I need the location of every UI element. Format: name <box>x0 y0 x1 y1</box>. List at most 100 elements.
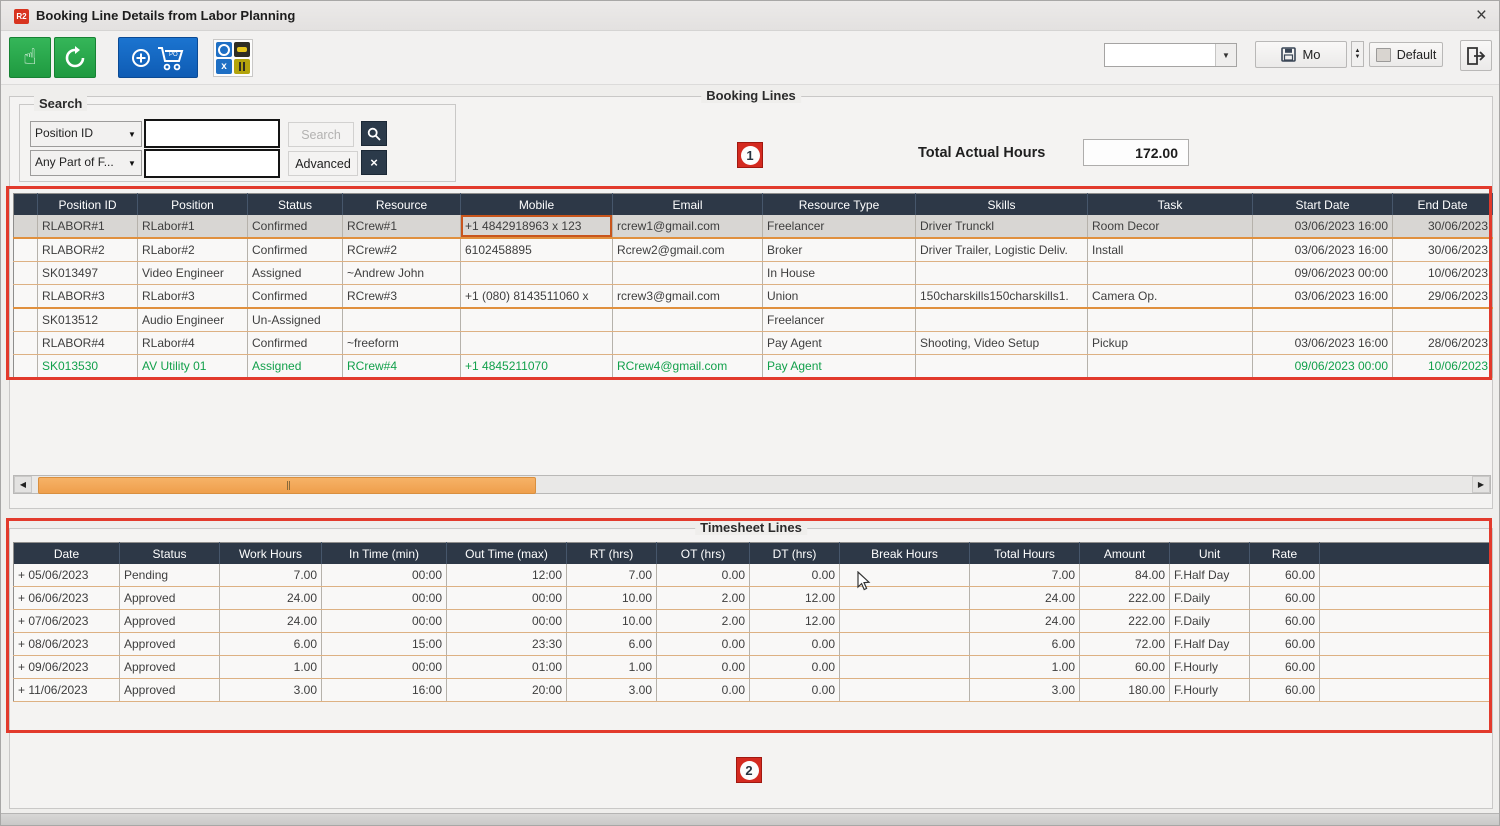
column-header[interactable]: Mobile <box>460 193 613 215</box>
cell[interactable]: 1.00 <box>969 655 1080 679</box>
cell[interactable] <box>839 655 970 679</box>
cell[interactable]: 60.00 <box>1249 586 1320 610</box>
cell[interactable]: 7.00 <box>219 564 322 587</box>
column-header[interactable]: Position <box>137 193 248 215</box>
cell[interactable]: 20:00 <box>446 678 567 702</box>
cell[interactable]: rcrew3@gmail.com <box>612 284 763 309</box>
column-header[interactable] <box>13 193 38 215</box>
column-header[interactable]: Task <box>1087 193 1253 215</box>
column-header[interactable]: Skills <box>915 193 1088 215</box>
cell[interactable]: Shooting, Video Setup <box>915 331 1088 355</box>
column-header[interactable]: Rate <box>1249 542 1320 564</box>
cell[interactable]: 10/06/2023 <box>1392 261 1493 285</box>
cell[interactable]: 10.00 <box>566 609 657 633</box>
column-header[interactable]: Total Hours <box>969 542 1080 564</box>
cell[interactable]: RCrew#1 <box>342 215 461 239</box>
cell[interactable]: 0.00 <box>749 564 840 587</box>
cell[interactable]: 6.00 <box>566 632 657 656</box>
cell[interactable]: 24.00 <box>969 609 1080 633</box>
cell[interactable]: F.Hourly <box>1169 678 1250 702</box>
cell[interactable]: 0.00 <box>656 632 750 656</box>
cell[interactable]: F.Half Day <box>1169 632 1250 656</box>
table-row[interactable]: + 07/06/2023 Approved 24.00 00:00 00:00 10.00… <box>13 609 1492 633</box>
cell[interactable]: 60.00 <box>1249 632 1320 656</box>
view-select[interactable]: ▼ <box>1104 43 1237 67</box>
cell[interactable]: 6.00 <box>969 632 1080 656</box>
cell[interactable] <box>13 284 38 309</box>
cell[interactable] <box>839 609 970 633</box>
cell[interactable]: Driver Trunckl <box>915 215 1088 239</box>
cell[interactable]: Video Engineer <box>137 261 248 285</box>
column-header[interactable]: Status <box>119 542 220 564</box>
cell[interactable]: +1 4845211070 <box>460 354 613 378</box>
cell[interactable]: RCrew#2 <box>342 238 461 262</box>
cell[interactable]: 16:00 <box>321 678 447 702</box>
cell[interactable]: Audio Engineer <box>137 308 248 332</box>
cell[interactable] <box>1319 609 1492 633</box>
cell[interactable]: 00:00 <box>321 655 447 679</box>
cell[interactable]: 3.00 <box>566 678 657 702</box>
booking-lines-table[interactable]: Position ID Position Status Resource Mobile E… <box>13 193 1493 378</box>
cell[interactable] <box>13 215 38 239</box>
cell[interactable]: 72.00 <box>1079 632 1170 656</box>
cell[interactable] <box>612 261 763 285</box>
cell[interactable]: + 09/06/2023 <box>13 655 120 679</box>
table-row[interactable]: SK013497 Video Engineer Assigned ~Andrew Jo… <box>13 261 1493 285</box>
cell[interactable]: 00:00 <box>321 586 447 610</box>
cell[interactable]: 09/06/2023 00:00 <box>1252 354 1393 378</box>
cell[interactable]: RLabor#2 <box>137 238 248 262</box>
cell[interactable]: RLABOR#4 <box>37 331 138 355</box>
cell[interactable] <box>1319 564 1492 587</box>
search-field1-select[interactable]: Position ID ▼ <box>30 121 142 147</box>
cell[interactable]: RCrew4@gmail.com <box>612 354 763 378</box>
cell[interactable] <box>1087 261 1253 285</box>
cell[interactable]: 23:30 <box>446 632 567 656</box>
add-to-po-cart-button[interactable]: PO <box>118 37 198 78</box>
table-row[interactable]: + 08/06/2023 Approved 6.00 15:00 23:30 6.00 0.… <box>13 632 1492 656</box>
cell[interactable]: + 07/06/2023 <box>13 609 120 633</box>
cell[interactable]: Assigned <box>247 261 343 285</box>
exit-button[interactable] <box>1460 40 1492 71</box>
view-spinner[interactable]: ▲ ▼ <box>1351 41 1364 67</box>
table-row[interactable]: + 11/06/2023 Approved 3.00 16:00 20:00 3.00 0.… <box>13 678 1492 702</box>
cell[interactable] <box>612 308 763 332</box>
cell[interactable] <box>13 261 38 285</box>
cell[interactable] <box>460 331 613 355</box>
cell[interactable]: RLABOR#2 <box>37 238 138 262</box>
cell[interactable] <box>839 678 970 702</box>
cell[interactable]: + 06/06/2023 <box>13 586 120 610</box>
cell[interactable] <box>13 331 38 355</box>
cell[interactable]: 3.00 <box>969 678 1080 702</box>
cell[interactable]: 24.00 <box>969 586 1080 610</box>
column-header[interactable]: Start Date <box>1252 193 1393 215</box>
column-header[interactable]: Amount <box>1079 542 1170 564</box>
cell[interactable]: Approved <box>119 586 220 610</box>
cell[interactable]: 0.00 <box>656 564 750 587</box>
cell[interactable]: Approved <box>119 678 220 702</box>
cell[interactable] <box>1319 632 1492 656</box>
cell[interactable]: 3.00 <box>219 678 322 702</box>
cell[interactable]: Assigned <box>247 354 343 378</box>
cell[interactable]: F.Half Day <box>1169 564 1250 587</box>
cell[interactable]: 09/06/2023 00:00 <box>1252 261 1393 285</box>
cell[interactable]: 7.00 <box>566 564 657 587</box>
cell[interactable]: Pay Agent <box>762 354 916 378</box>
cell[interactable]: 00:00 <box>321 609 447 633</box>
cell[interactable]: Confirmed <box>247 238 343 262</box>
search-field2-select[interactable]: Any Part of F... ▼ <box>30 150 142 176</box>
cell[interactable] <box>1319 586 1492 610</box>
column-header[interactable]: In Time (min) <box>321 542 447 564</box>
cell[interactable]: + 08/06/2023 <box>13 632 120 656</box>
cell[interactable]: 03/06/2023 16:00 <box>1252 215 1393 239</box>
cell[interactable]: 0.00 <box>749 655 840 679</box>
column-header[interactable]: Position ID <box>37 193 138 215</box>
cell[interactable]: Install <box>1087 238 1253 262</box>
cell[interactable] <box>612 331 763 355</box>
cell[interactable]: F.Hourly <box>1169 655 1250 679</box>
cell[interactable]: + 05/06/2023 <box>13 564 120 587</box>
cell[interactable] <box>1319 678 1492 702</box>
column-header[interactable]: RT (hrs) <box>566 542 657 564</box>
column-header[interactable]: DT (hrs) <box>749 542 840 564</box>
cell[interactable]: + 11/06/2023 <box>13 678 120 702</box>
search-button[interactable]: Search <box>288 122 354 147</box>
